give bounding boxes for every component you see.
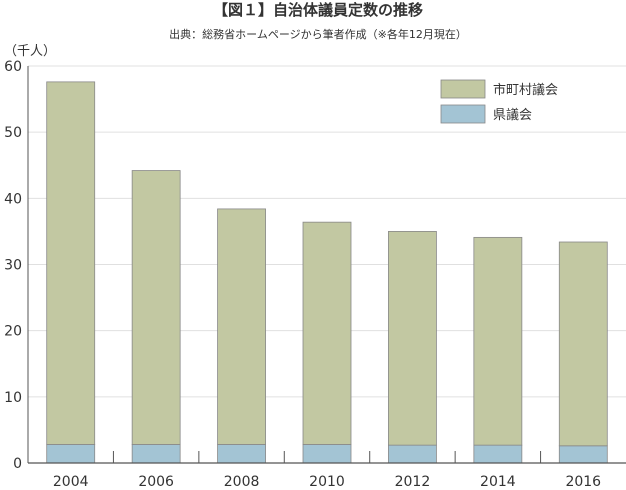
x-tick-label: 2006	[138, 474, 174, 490]
x-tick-label: 2004	[53, 474, 89, 490]
bar-prefectural-assembly	[558, 445, 608, 464]
bar-municipal-assembly	[131, 170, 181, 445]
bar-prefectural-assembly	[302, 444, 352, 464]
chart-title: 【図１】自治体議員定数の推移	[213, 1, 423, 19]
bar-municipal-assembly	[558, 241, 608, 447]
y-tick-label: 60	[4, 59, 22, 75]
legend-swatch	[440, 79, 486, 99]
bar-prefectural-assembly	[217, 444, 266, 464]
bar-prefectural-assembly	[131, 444, 181, 464]
y-tick-label: 50	[4, 125, 22, 141]
legend-label: 県議会	[493, 108, 532, 123]
chart-source: 出典：総務省ホームページから筆者作成（※各年12月現在）	[169, 27, 467, 41]
x-tick-label: 2016	[565, 474, 601, 490]
bar-prefectural-assembly	[388, 444, 437, 464]
y-tick-label: 10	[4, 390, 22, 406]
y-tick-label: 20	[4, 324, 22, 340]
bar-prefectural-assembly	[473, 444, 523, 464]
x-tick-label: 2012	[395, 474, 431, 490]
x-tick-label: 2008	[224, 474, 260, 490]
legend-swatch	[440, 104, 486, 124]
y-axis: 0 10 20 30 40 50 60	[4, 59, 29, 472]
x-tick-label: 2014	[480, 474, 516, 490]
bar-municipal-assembly	[46, 81, 96, 445]
y-axis-unit: （千人）	[4, 44, 56, 59]
bar-municipal-assembly	[473, 236, 523, 446]
x-axis: 2004 2006 2008 2010 2012 2014 2016	[28, 451, 626, 490]
bar-prefectural-assembly	[46, 444, 96, 464]
bar-municipal-assembly	[302, 221, 352, 445]
y-tick-label: 0	[13, 456, 22, 472]
bar-municipal-assembly	[217, 208, 266, 445]
x-tick-label: 2010	[309, 474, 345, 490]
bars	[46, 81, 608, 464]
y-tick-label: 40	[4, 191, 22, 207]
y-tick-label: 30	[4, 258, 22, 274]
bar-municipal-assembly	[388, 231, 437, 446]
legend-label: 市町村議会	[493, 82, 558, 98]
